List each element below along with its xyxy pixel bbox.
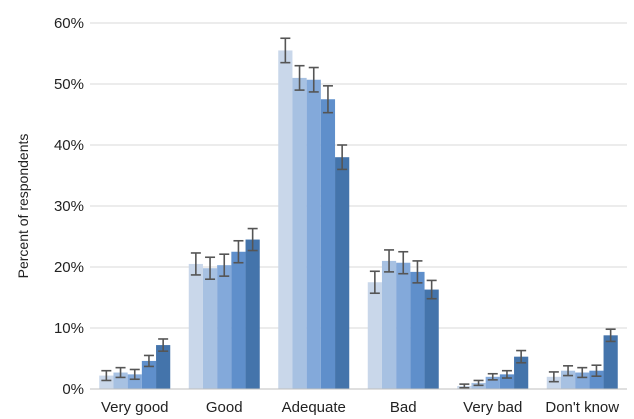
- error-bar: [548, 371, 559, 383]
- error-bar: [384, 249, 395, 273]
- y-tick-label: 50%: [54, 76, 84, 93]
- bar: [410, 271, 425, 389]
- y-tick-label: 20%: [54, 259, 84, 276]
- error-bar: [605, 328, 616, 343]
- error-bar: [369, 270, 380, 295]
- error-bar: [219, 253, 230, 277]
- y-axis-title: Percent of respondents: [15, 134, 31, 279]
- error-bars: [101, 37, 616, 389]
- error-bar: [473, 379, 484, 387]
- grid-lines: [90, 22, 627, 329]
- bar: [546, 376, 561, 389]
- y-axis-ticks: 0% 10% 20% 30% 40% 50% 60%: [54, 15, 84, 398]
- bar: [156, 345, 171, 389]
- bar: [127, 374, 142, 389]
- error-bar: [129, 368, 140, 381]
- bar: [320, 99, 336, 389]
- bar: [381, 260, 397, 389]
- bar: [589, 370, 604, 389]
- x-tick-label: Very bad: [463, 399, 522, 416]
- error-bar: [205, 256, 216, 281]
- error-bar: [158, 338, 169, 352]
- bar: [188, 263, 203, 389]
- x-tick-label: Don't know: [545, 399, 619, 416]
- bar: [217, 265, 232, 389]
- bar: [603, 335, 618, 389]
- error-bar: [143, 354, 154, 368]
- error-bar: [516, 349, 527, 364]
- error-bar: [563, 365, 574, 377]
- y-tick-label: 0%: [62, 381, 84, 398]
- bar: [231, 251, 246, 389]
- x-axis-ticks: Very good Good Adequate Bad Very bad Don't kn…: [101, 399, 619, 416]
- bar: [396, 262, 411, 389]
- x-tick-label: Bad: [390, 399, 417, 416]
- error-bar: [294, 64, 305, 91]
- bar: [424, 289, 439, 389]
- error-bar: [487, 372, 498, 381]
- x-tick-label: Good: [206, 399, 243, 416]
- y-tick-label: 60%: [54, 15, 84, 32]
- error-bar: [233, 239, 244, 264]
- error-bar: [459, 383, 470, 389]
- bar: [367, 282, 382, 389]
- error-bar: [280, 37, 291, 64]
- bar: [514, 356, 529, 389]
- error-bar: [398, 250, 409, 275]
- bar: [202, 268, 218, 389]
- bar: [306, 79, 321, 389]
- error-bar: [337, 144, 348, 171]
- bar: [335, 157, 350, 389]
- bar: [99, 375, 114, 389]
- error-bar: [501, 369, 512, 379]
- error-bar: [412, 260, 423, 284]
- x-tick-label: Adequate: [282, 399, 346, 416]
- error-bar: [426, 279, 437, 300]
- error-bar: [591, 364, 602, 377]
- y-tick-label: 30%: [54, 198, 84, 215]
- y-tick-label: 40%: [54, 137, 84, 154]
- error-bar: [101, 369, 112, 382]
- error-bar: [115, 366, 126, 379]
- bars: [99, 50, 618, 390]
- error-bar: [308, 66, 319, 93]
- bar: [278, 50, 293, 389]
- error-bar: [247, 227, 258, 252]
- y-tick-label: 10%: [54, 320, 84, 337]
- x-tick-label: Very good: [101, 399, 169, 416]
- error-bar: [577, 366, 588, 379]
- bar: [141, 360, 157, 389]
- error-bar: [190, 252, 201, 276]
- bar: [245, 239, 260, 389]
- bar: [292, 77, 307, 390]
- error-bar: [322, 85, 333, 114]
